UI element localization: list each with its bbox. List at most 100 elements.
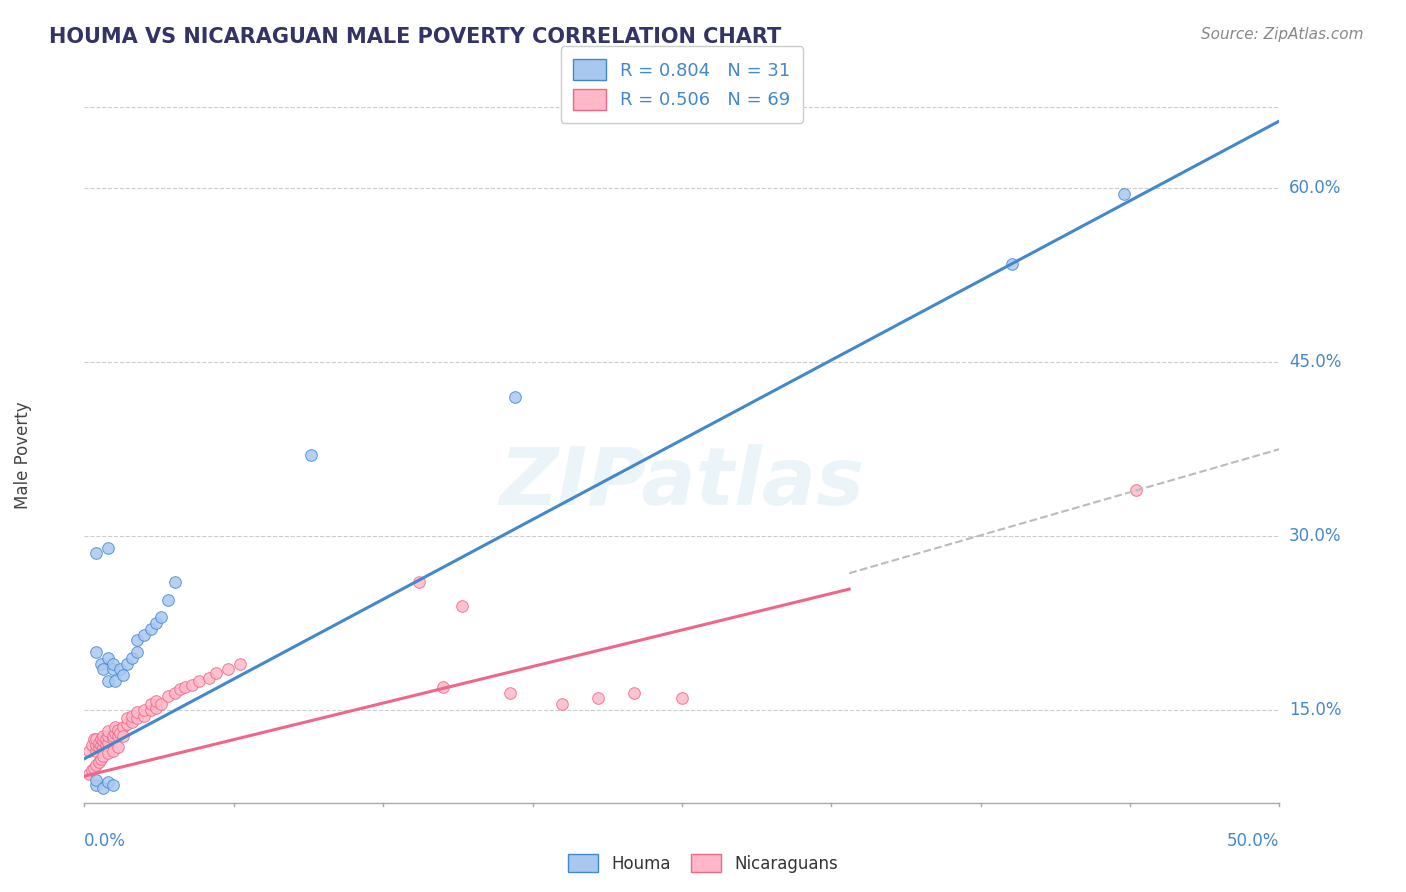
Point [588,691,610,706]
Point [125,633,148,648]
Point [141,622,163,636]
Point [101,662,124,677]
Point [83,731,105,746]
Point [97,746,120,760]
Text: 15.0%: 15.0% [1289,701,1341,719]
Point [86,645,108,659]
Point [165,685,187,699]
Point [80,764,103,778]
Point [623,685,645,699]
Point [132,708,156,723]
Point [86,778,108,793]
Point [111,729,134,743]
Point [107,740,129,755]
Point [1001,257,1024,271]
Point [1114,187,1136,202]
Point [97,775,120,789]
Text: HOUMA VS NICARAGUAN MALE POVERTY CORRELATION CHART: HOUMA VS NICARAGUAN MALE POVERTY CORRELA… [49,27,782,46]
Point [101,729,124,743]
Point [93,740,115,755]
Text: 60.0%: 60.0% [1289,179,1341,197]
Point [101,778,124,793]
Point [97,651,120,665]
Point [165,575,187,590]
Point [86,772,108,787]
Point [111,668,134,682]
Text: Source: ZipAtlas.com: Source: ZipAtlas.com [1201,27,1364,42]
Point [141,698,163,712]
Point [101,731,124,746]
Point [94,738,117,752]
Text: 50.0%: 50.0% [1227,831,1279,850]
Point [97,541,120,555]
Point [93,729,115,743]
Point [90,752,112,766]
Point [671,691,693,706]
Point [503,390,526,404]
Point [125,711,148,725]
Point [301,448,323,462]
Point [77,744,100,758]
Point [97,729,120,743]
Text: Male Poverty: Male Poverty [14,401,32,508]
Point [86,757,108,772]
Point [145,615,167,630]
Point [132,703,156,717]
Point [80,738,103,752]
Point [111,721,134,735]
Point [432,680,454,694]
Text: ZIPatlas: ZIPatlas [499,443,865,522]
Point [117,657,139,671]
Point [408,575,430,590]
Point [90,731,112,746]
Point [77,767,100,781]
Point [157,689,180,703]
Point [132,628,156,642]
Point [87,735,110,749]
Point [86,546,108,561]
Point [87,740,110,755]
Point [93,780,115,795]
Point [93,662,115,677]
Text: 45.0%: 45.0% [1289,353,1341,371]
Point [149,610,172,624]
Point [86,738,108,752]
Point [229,657,252,671]
Point [157,592,180,607]
Point [125,706,148,720]
Point [121,708,143,723]
Point [121,714,143,729]
Point [104,674,127,689]
Point [149,698,172,712]
Point [97,735,120,749]
Point [169,682,191,697]
Point [181,677,204,691]
Legend: Houma, Nicaraguans: Houma, Nicaraguans [561,847,845,880]
Point [1125,483,1147,497]
Point [101,744,124,758]
Point [110,662,132,677]
Point [86,731,108,746]
Point [104,726,127,740]
Point [145,694,167,708]
Point [107,723,129,737]
Point [110,726,132,740]
Point [205,665,228,680]
Point [117,711,139,725]
Point [551,698,574,712]
Point [125,645,148,659]
Point [93,749,115,764]
Point [101,657,124,671]
Point [451,599,474,613]
Point [217,662,239,677]
Point [94,731,117,746]
Point [104,721,127,735]
Point [499,685,522,699]
Point [107,729,129,743]
Point [141,703,163,717]
Point [97,674,120,689]
Point [121,651,143,665]
Point [90,738,112,752]
Point [145,700,167,714]
Point [86,744,108,758]
